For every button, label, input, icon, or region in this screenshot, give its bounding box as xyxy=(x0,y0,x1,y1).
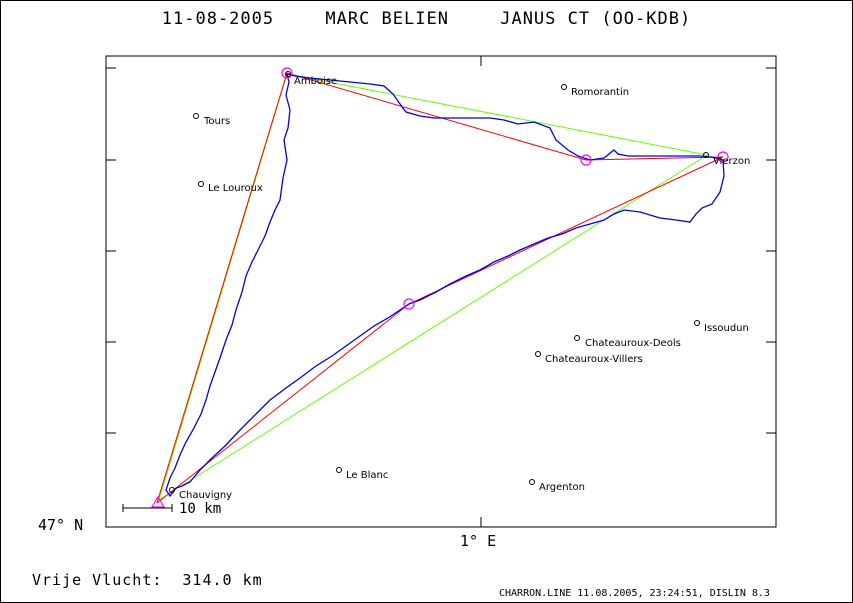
town-label-chateauroux-deols: Chateauroux-Deols xyxy=(585,338,681,349)
town-dot-chateauroux-deols xyxy=(574,335,580,341)
turnpoint-marker xyxy=(281,67,293,79)
town-dot-issoudun xyxy=(694,320,700,326)
turnpoint-marker xyxy=(717,151,729,163)
latitude-label: 47° N xyxy=(38,516,84,534)
town-dot-argenton xyxy=(529,479,535,485)
distance-value: 314.0 km xyxy=(182,571,263,589)
flight-track xyxy=(165,73,725,498)
town-dot-vierzon xyxy=(703,152,709,158)
axis-ticks xyxy=(106,56,776,527)
town-dot-le-louroux xyxy=(198,181,204,187)
town-label-tours: Tours xyxy=(203,116,230,127)
distance-summary: Vrije Vlucht: 314.0 km xyxy=(32,571,263,589)
flight-date: 11-08-2005 xyxy=(161,9,275,29)
town-label-le-louroux: Le Louroux xyxy=(208,183,263,194)
pilot-name: MARC BELIEN xyxy=(325,9,449,29)
distance-label: Vrije Vlucht: xyxy=(32,571,163,589)
longitude-label: 1° E xyxy=(460,532,497,550)
town-dot-le-blanc xyxy=(336,467,342,473)
scale-bar xyxy=(122,504,173,512)
scale-label: 10 km xyxy=(179,501,222,517)
town-label-argenton: Argenton xyxy=(539,482,585,493)
town-dot-amboise xyxy=(285,71,291,77)
flight-title: 11-08-2005 MARC BELIEN JANUS CT (OO-KDB) xyxy=(0,9,853,29)
town-label-vierzon: Vierzon xyxy=(713,156,750,167)
town-label-chauvigny: Chauvigny xyxy=(179,490,232,501)
declared-route-line xyxy=(158,73,709,501)
turnpoint-markers xyxy=(150,67,729,508)
town-label-le-blanc: Le Blanc xyxy=(346,470,388,481)
start-finish-marker xyxy=(150,495,166,508)
town-dot-chauvigny xyxy=(169,487,175,493)
turnpoint-marker xyxy=(580,154,592,166)
footer-info: CHARRON.LINE 11.08.2005, 23:24:51, DISLI… xyxy=(499,588,770,599)
town-label-romorantin: Romorantin xyxy=(571,87,629,98)
optimized-route-line xyxy=(156,72,724,504)
glider-name: JANUS CT (OO-KDB) xyxy=(500,9,692,29)
town-label-issoudun: Issoudun xyxy=(704,323,749,334)
town-dot-chateauroux-villers xyxy=(535,351,541,357)
town-label-amboise: Amboise xyxy=(294,76,337,87)
town-label-chateauroux-villers: Chateauroux-Villers xyxy=(545,354,643,365)
town-dot-romorantin xyxy=(561,84,567,90)
town-dot-tours xyxy=(193,113,199,119)
town-markers: Amboise Romorantin Tours Vierzon Le Lour… xyxy=(169,71,750,501)
turnpoint-marker xyxy=(403,298,415,310)
map-border xyxy=(105,55,777,528)
